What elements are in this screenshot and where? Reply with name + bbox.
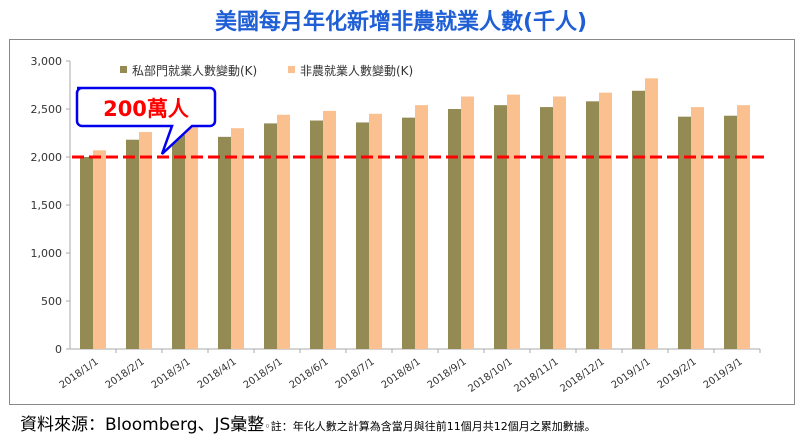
bar-private: [80, 157, 93, 349]
x-tick-label: 2018/12/1: [558, 356, 606, 394]
bar-private: [494, 105, 507, 349]
source-text: 資料來源：Bloomberg、JS彙整: [20, 415, 265, 435]
bar-private: [586, 101, 599, 349]
bar-nonfarm: [691, 107, 704, 349]
y-tick-label: 1,500: [31, 199, 63, 212]
bar-private: [310, 120, 323, 350]
bar-nonfarm: [737, 105, 750, 349]
legend-swatch: [120, 66, 127, 73]
bar-nonfarm: [553, 96, 566, 350]
y-tick-label: 0: [55, 343, 62, 356]
y-tick-label: 2,000: [31, 151, 63, 164]
y-tick-label: 2,500: [31, 103, 63, 116]
legend-swatch: [288, 66, 295, 73]
bar-nonfarm: [277, 114, 290, 349]
bar-private: [678, 116, 691, 350]
x-tick-label: 2019/3/1: [702, 356, 745, 391]
x-tick-label: 2019/1/1: [610, 356, 653, 391]
bar-private: [218, 136, 231, 349]
y-tick-label: 1,000: [31, 247, 63, 260]
x-tick-label: 2018/3/1: [150, 356, 193, 391]
bar-private: [126, 139, 139, 349]
bar-nonfarm: [645, 78, 658, 349]
bar-private: [448, 109, 461, 349]
legend-label: 私部門就業人數變動(K): [132, 63, 257, 78]
x-tick-label: 2018/8/1: [380, 356, 423, 391]
bar-nonfarm: [185, 127, 198, 350]
y-tick-label: 3,000: [31, 55, 63, 68]
bar-private: [402, 117, 415, 349]
bar-nonfarm: [415, 105, 428, 349]
bar-private: [356, 122, 369, 349]
y-tick-label: 500: [41, 295, 62, 308]
bar-private: [172, 134, 185, 349]
bar-nonfarm: [507, 94, 520, 349]
callout-text: 200萬人: [103, 97, 189, 121]
x-tick-label: 2018/5/1: [242, 356, 285, 391]
chart-title: 美國每月年化新增非農就業人數(千人): [214, 10, 588, 35]
bar-private: [540, 107, 553, 349]
bar-nonfarm: [461, 96, 474, 350]
x-tick-label: 2018/10/1: [466, 356, 514, 394]
bar-private: [724, 115, 737, 349]
bar-nonfarm: [139, 132, 152, 349]
chart-frame: [9, 39, 795, 405]
x-tick-label: 2018/2/1: [104, 356, 147, 391]
x-tick-label: 2018/7/1: [334, 356, 377, 391]
bar-nonfarm: [323, 110, 336, 349]
bar-nonfarm: [369, 113, 382, 349]
bar-nonfarm: [599, 92, 612, 350]
legend-label: 非農就業人數變動(K): [300, 63, 413, 78]
bar-nonfarm: [93, 150, 106, 349]
bar-private: [264, 123, 277, 350]
x-tick-label: 2018/11/1: [512, 356, 560, 394]
footer: 資料來源：Bloomberg、JS彙整◦註：年化人數之計算為含當月與往前11個月…: [20, 410, 596, 435]
x-tick-label: 2019/2/1: [656, 356, 699, 391]
x-tick-label: 2018/1/1: [58, 356, 101, 391]
note-text: ◦註：年化人數之計算為含當月與往前11個月共12個月之累加數據。: [264, 420, 596, 433]
x-tick-label: 2018/6/1: [288, 356, 331, 391]
x-tick-label: 2018/4/1: [196, 356, 239, 391]
bar-nonfarm: [231, 128, 244, 349]
x-tick-label: 2018/9/1: [426, 356, 469, 391]
callout-bubble: [75, 86, 217, 155]
bar-private: [632, 90, 645, 349]
